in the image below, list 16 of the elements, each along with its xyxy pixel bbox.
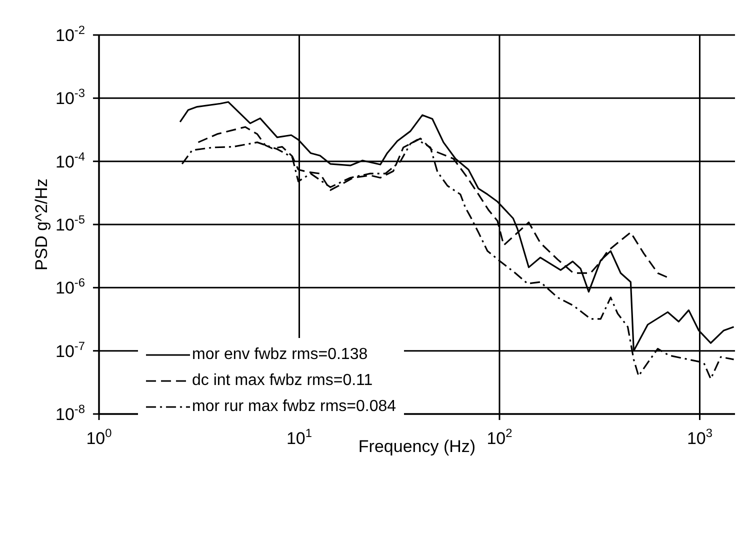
legend-label: mor rur max fwbz rms=0.084 (192, 398, 396, 416)
y-tick-label: 10$^{-6}$ (56, 276, 86, 298)
x-tick-label: 10$^{1}$ (286, 426, 312, 448)
legend-label: dc int max fwbz rms=0.11 (192, 372, 373, 390)
x-tick-label: 10$^{2}$ (486, 426, 513, 448)
y-tick-label: 10$^{-2}$ (56, 23, 86, 45)
x-axis-title: Frequency (Hz) (358, 437, 476, 456)
y-tick-label: 10$^{-3}$ (56, 86, 86, 108)
legend-label: mor env fwbz rms=0.138 (192, 346, 368, 364)
y-tick-label: 10$^{-8}$ (56, 402, 86, 424)
y-tick-label: 10$^{-4}$ (56, 149, 86, 172)
y-axis-title: PSD g^2/Hz (32, 178, 52, 271)
y-tick-label: 10$^{-7}$ (56, 338, 86, 361)
x-tick-label: 10$^{3}$ (686, 426, 713, 448)
y-tick-label: 10$^{-5}$ (56, 212, 86, 234)
x-tick-label: 10$^{0}$ (86, 426, 112, 448)
